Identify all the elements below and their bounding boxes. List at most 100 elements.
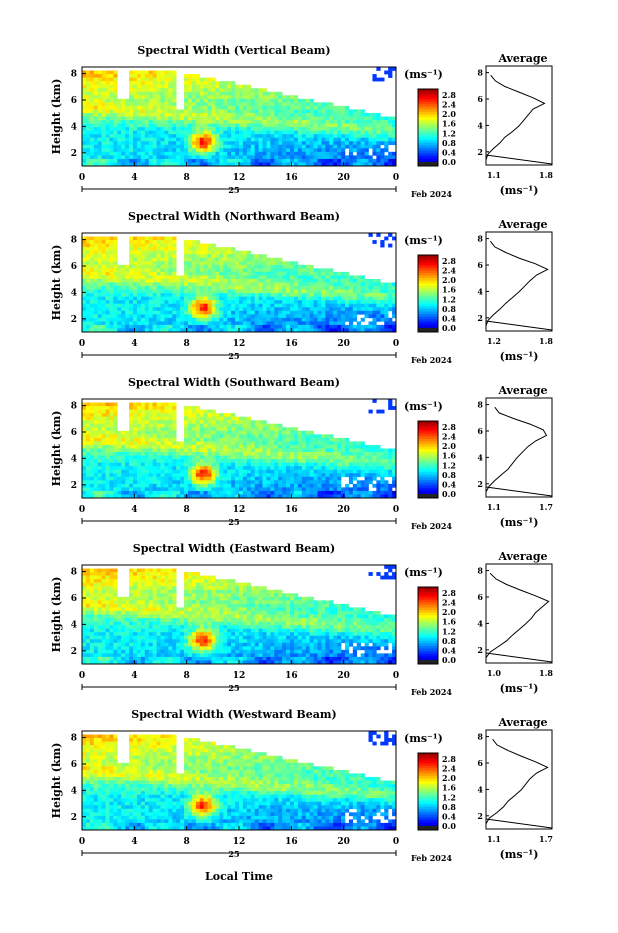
heatmap-cell <box>294 484 298 488</box>
heatmap-cell <box>125 109 129 113</box>
colorbar-tick-label: 1.6 <box>442 285 456 295</box>
heatmap-cell <box>109 138 113 142</box>
heatmap-cell <box>247 441 251 445</box>
heatmap-cell <box>137 127 141 131</box>
heatmap-cell <box>117 456 121 460</box>
heatmap-cell <box>188 265 192 269</box>
heatmap-cell <box>113 131 117 135</box>
heatmap-cell <box>113 265 117 269</box>
heatmap-cell <box>141 265 145 269</box>
heatmap-cell <box>353 304 357 308</box>
heatmap-cell <box>298 487 302 491</box>
heatmap-cell <box>208 300 212 304</box>
heatmap-cell <box>164 304 168 308</box>
heatmap-cell <box>231 293 235 297</box>
heatmap-cell <box>176 304 180 308</box>
heatmap-cell <box>353 297 357 301</box>
heatmap-cell <box>247 258 251 262</box>
heatmap-cell <box>129 424 133 428</box>
heatmap-cell <box>263 321 267 325</box>
heatmap-cell <box>94 240 98 244</box>
heatmap-cell <box>204 463 208 467</box>
heatmap-cell <box>184 438 188 442</box>
heatmap-cell <box>192 272 196 276</box>
heatmap-cell <box>109 480 113 484</box>
heatmap-cell <box>192 314 196 318</box>
heatmap-cell <box>270 431 274 435</box>
heatmap-cell <box>263 113 267 117</box>
heatmap-cell <box>200 159 204 163</box>
heatmap-cell <box>82 127 86 131</box>
heatmap-cell <box>90 134 94 138</box>
heatmap-cell <box>168 293 172 297</box>
heatmap-cell <box>102 441 106 445</box>
heatmap-cell <box>145 124 149 128</box>
heatmap-cell <box>200 251 204 255</box>
heatmap-cell <box>196 109 200 113</box>
heatmap-cell <box>176 452 180 456</box>
heatmap-cell <box>282 124 286 128</box>
heatmap-cell <box>212 148 216 152</box>
heatmap-cell <box>106 92 110 96</box>
heatmap-cell <box>384 159 388 163</box>
heatmap-cell <box>90 459 94 463</box>
heatmap-cell <box>153 463 157 467</box>
heatmap-cell <box>255 275 259 279</box>
heatmap-cell <box>141 424 145 428</box>
colorbar-swatch <box>418 328 438 332</box>
heatmap-cell <box>176 449 180 453</box>
heatmap-cell <box>208 254 212 258</box>
heatmap-cell <box>90 297 94 301</box>
heatmap-cell <box>137 290 141 294</box>
colorbar-swatch <box>418 276 438 279</box>
heatmap-cell <box>149 438 153 442</box>
heatmap-cell <box>161 300 165 304</box>
heatmap-cell <box>310 155 314 159</box>
heatmap-cell <box>314 113 318 117</box>
heatmap-cell <box>98 272 102 276</box>
heatmap-cell <box>388 74 392 78</box>
heatmap-cell <box>251 487 255 491</box>
heatmap-cell <box>204 258 208 262</box>
colorbar-swatch <box>418 138 438 141</box>
heatmap-cell <box>337 141 341 145</box>
heatmap-cell <box>153 138 157 142</box>
heatmap-cell <box>125 290 129 294</box>
heatmap-cell <box>141 470 145 474</box>
heatmap-cell <box>255 286 259 290</box>
heatmap-cell <box>219 247 223 251</box>
heatmap-cell <box>259 480 263 484</box>
heatmap-cell <box>184 413 188 417</box>
heatmap-cell <box>306 134 310 138</box>
heatmap-cell <box>372 240 376 244</box>
heatmap-cell <box>337 127 341 131</box>
heatmap-cell <box>113 424 117 428</box>
heatmap-cell <box>161 293 165 297</box>
heatmap-cell <box>153 145 157 149</box>
heatmap-cell <box>86 88 90 92</box>
heatmap-cell <box>161 102 165 106</box>
heatmap-cell <box>361 279 365 283</box>
heatmap-cell <box>109 265 113 269</box>
heatmap-cell <box>86 141 90 145</box>
heatmap-cell <box>109 413 113 417</box>
heatmap-cell <box>180 109 184 113</box>
heatmap-cell <box>290 459 294 463</box>
heatmap-cell <box>145 113 149 117</box>
heatmap-cell <box>141 473 145 477</box>
x-tick-label: 0 <box>393 339 399 349</box>
colorbar-tick-label: 1.6 <box>442 119 456 129</box>
heatmap-cell <box>290 318 294 322</box>
heatmap-cell <box>200 152 204 156</box>
heatmap-cell <box>298 463 302 467</box>
heatmap-cell <box>321 300 325 304</box>
heatmap-cell <box>121 120 125 124</box>
heatmap-cell <box>212 109 216 113</box>
heatmap-cell <box>125 300 129 304</box>
heatmap-cell <box>333 159 337 163</box>
heatmap-cell <box>121 473 125 477</box>
heatmap-cell <box>380 134 384 138</box>
heatmap-cell <box>274 134 278 138</box>
heatmap-cell <box>157 449 161 453</box>
heatmap-cell <box>270 487 274 491</box>
